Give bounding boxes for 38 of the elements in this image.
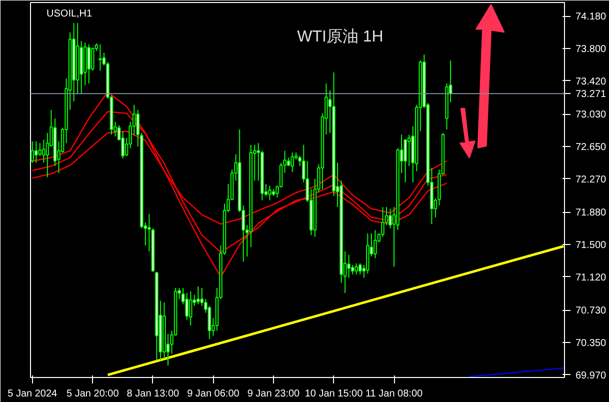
candlestick <box>332 72 336 196</box>
x-tick-label: 5 Jan 2024 <box>8 388 58 400</box>
y-tick-label: 70.350 <box>576 338 607 350</box>
x-tick-label: 8 Jan 13:00 <box>126 388 180 400</box>
ref-line-label: 73.271 <box>576 89 607 100</box>
candlestick <box>148 213 151 252</box>
y-tick-label: 71.500 <box>576 240 607 252</box>
line-series <box>468 368 564 378</box>
y-tick-label: 70.730 <box>576 306 607 317</box>
y-tick-label: 72.650 <box>576 142 607 154</box>
x-tick-label: 10 Jan 15:00 <box>304 388 364 400</box>
y-tick-label: 73.420 <box>576 76 607 88</box>
candlestick <box>162 302 166 360</box>
y-tick-label: 72.270 <box>576 174 607 186</box>
candlestick <box>76 22 80 94</box>
x-tick-label: 11 Jan 08:00 <box>365 388 424 400</box>
candlestick <box>53 118 57 167</box>
x-tick-label: 9 Jan 23:00 <box>247 388 300 400</box>
candlestick <box>98 44 102 72</box>
y-tick-label: 71.120 <box>576 272 607 284</box>
candlestick <box>290 152 294 173</box>
x-tick-label: 9 Jan 06:00 <box>187 388 240 400</box>
y-tick-label: 73.030 <box>576 110 607 121</box>
candlestick <box>34 140 38 164</box>
text: WTI原油 1H <box>297 28 384 46</box>
line-series <box>106 245 564 376</box>
candlestick <box>42 139 46 164</box>
candlestick <box>83 42 87 86</box>
y-tick-label: 69.970 <box>576 370 607 382</box>
y-tick-label: 74.180 <box>576 12 607 23</box>
x-tick-label: 5 Jan 20:00 <box>66 388 120 400</box>
candlestick <box>347 254 350 278</box>
candlestick <box>72 22 76 102</box>
candlestick <box>249 144 253 248</box>
candlestick <box>188 290 192 326</box>
y-tick-label: 71.880 <box>576 208 607 219</box>
y-tick-label: 73.800 <box>576 44 607 56</box>
text: USOIL,H1 <box>46 8 93 20</box>
